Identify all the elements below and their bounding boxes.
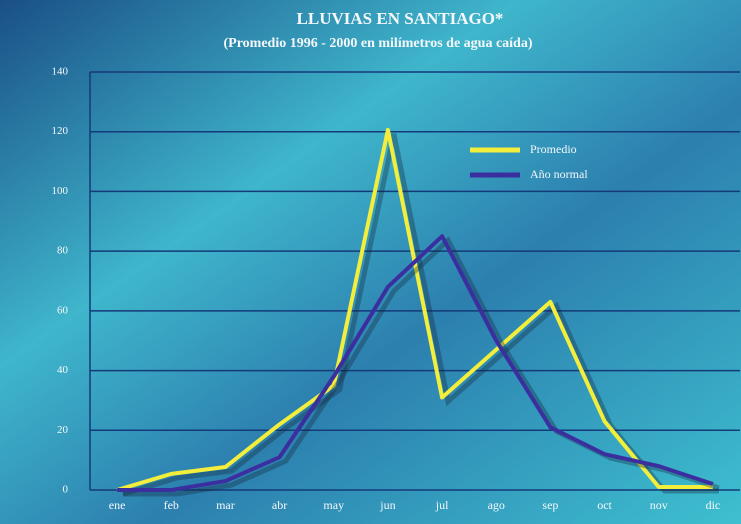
x-tick-label: feb [164,498,179,512]
line-shadow [122,133,719,497]
y-tick-label: 100 [52,185,69,197]
x-tick-label: sep [542,498,558,512]
y-tick-label: 80 [57,245,69,257]
x-tick-label: abr [272,498,287,512]
x-tick-label: oct [597,498,612,512]
chart-subtitle: (Promedio 1996 - 2000 en milímetros de a… [223,36,532,51]
x-tick-label: dic [706,498,721,512]
y-tick-label: 40 [57,364,69,376]
y-tick-label: 60 [57,304,69,316]
x-tick-label: may [323,498,344,512]
legend-label: Promedio [530,142,577,156]
y-tick-label: 140 [52,66,69,78]
x-tick-label: ene [109,498,126,512]
chart-title: LLUVIAS EN SANTIAGO* [297,9,504,28]
series-line [117,234,714,492]
x-tick-label: ago [488,498,505,512]
x-tick-label: jun [379,498,395,512]
y-tick-label: 120 [52,125,69,137]
x-tick-label: jul [435,498,449,512]
legend-label: Año normal [530,167,588,181]
line-shadow [123,236,720,497]
y-tick-label: 20 [57,424,69,436]
y-tick-label: 0 [63,484,69,496]
x-tick-label: nov [650,498,668,512]
x-tick-label: mar [216,498,235,512]
